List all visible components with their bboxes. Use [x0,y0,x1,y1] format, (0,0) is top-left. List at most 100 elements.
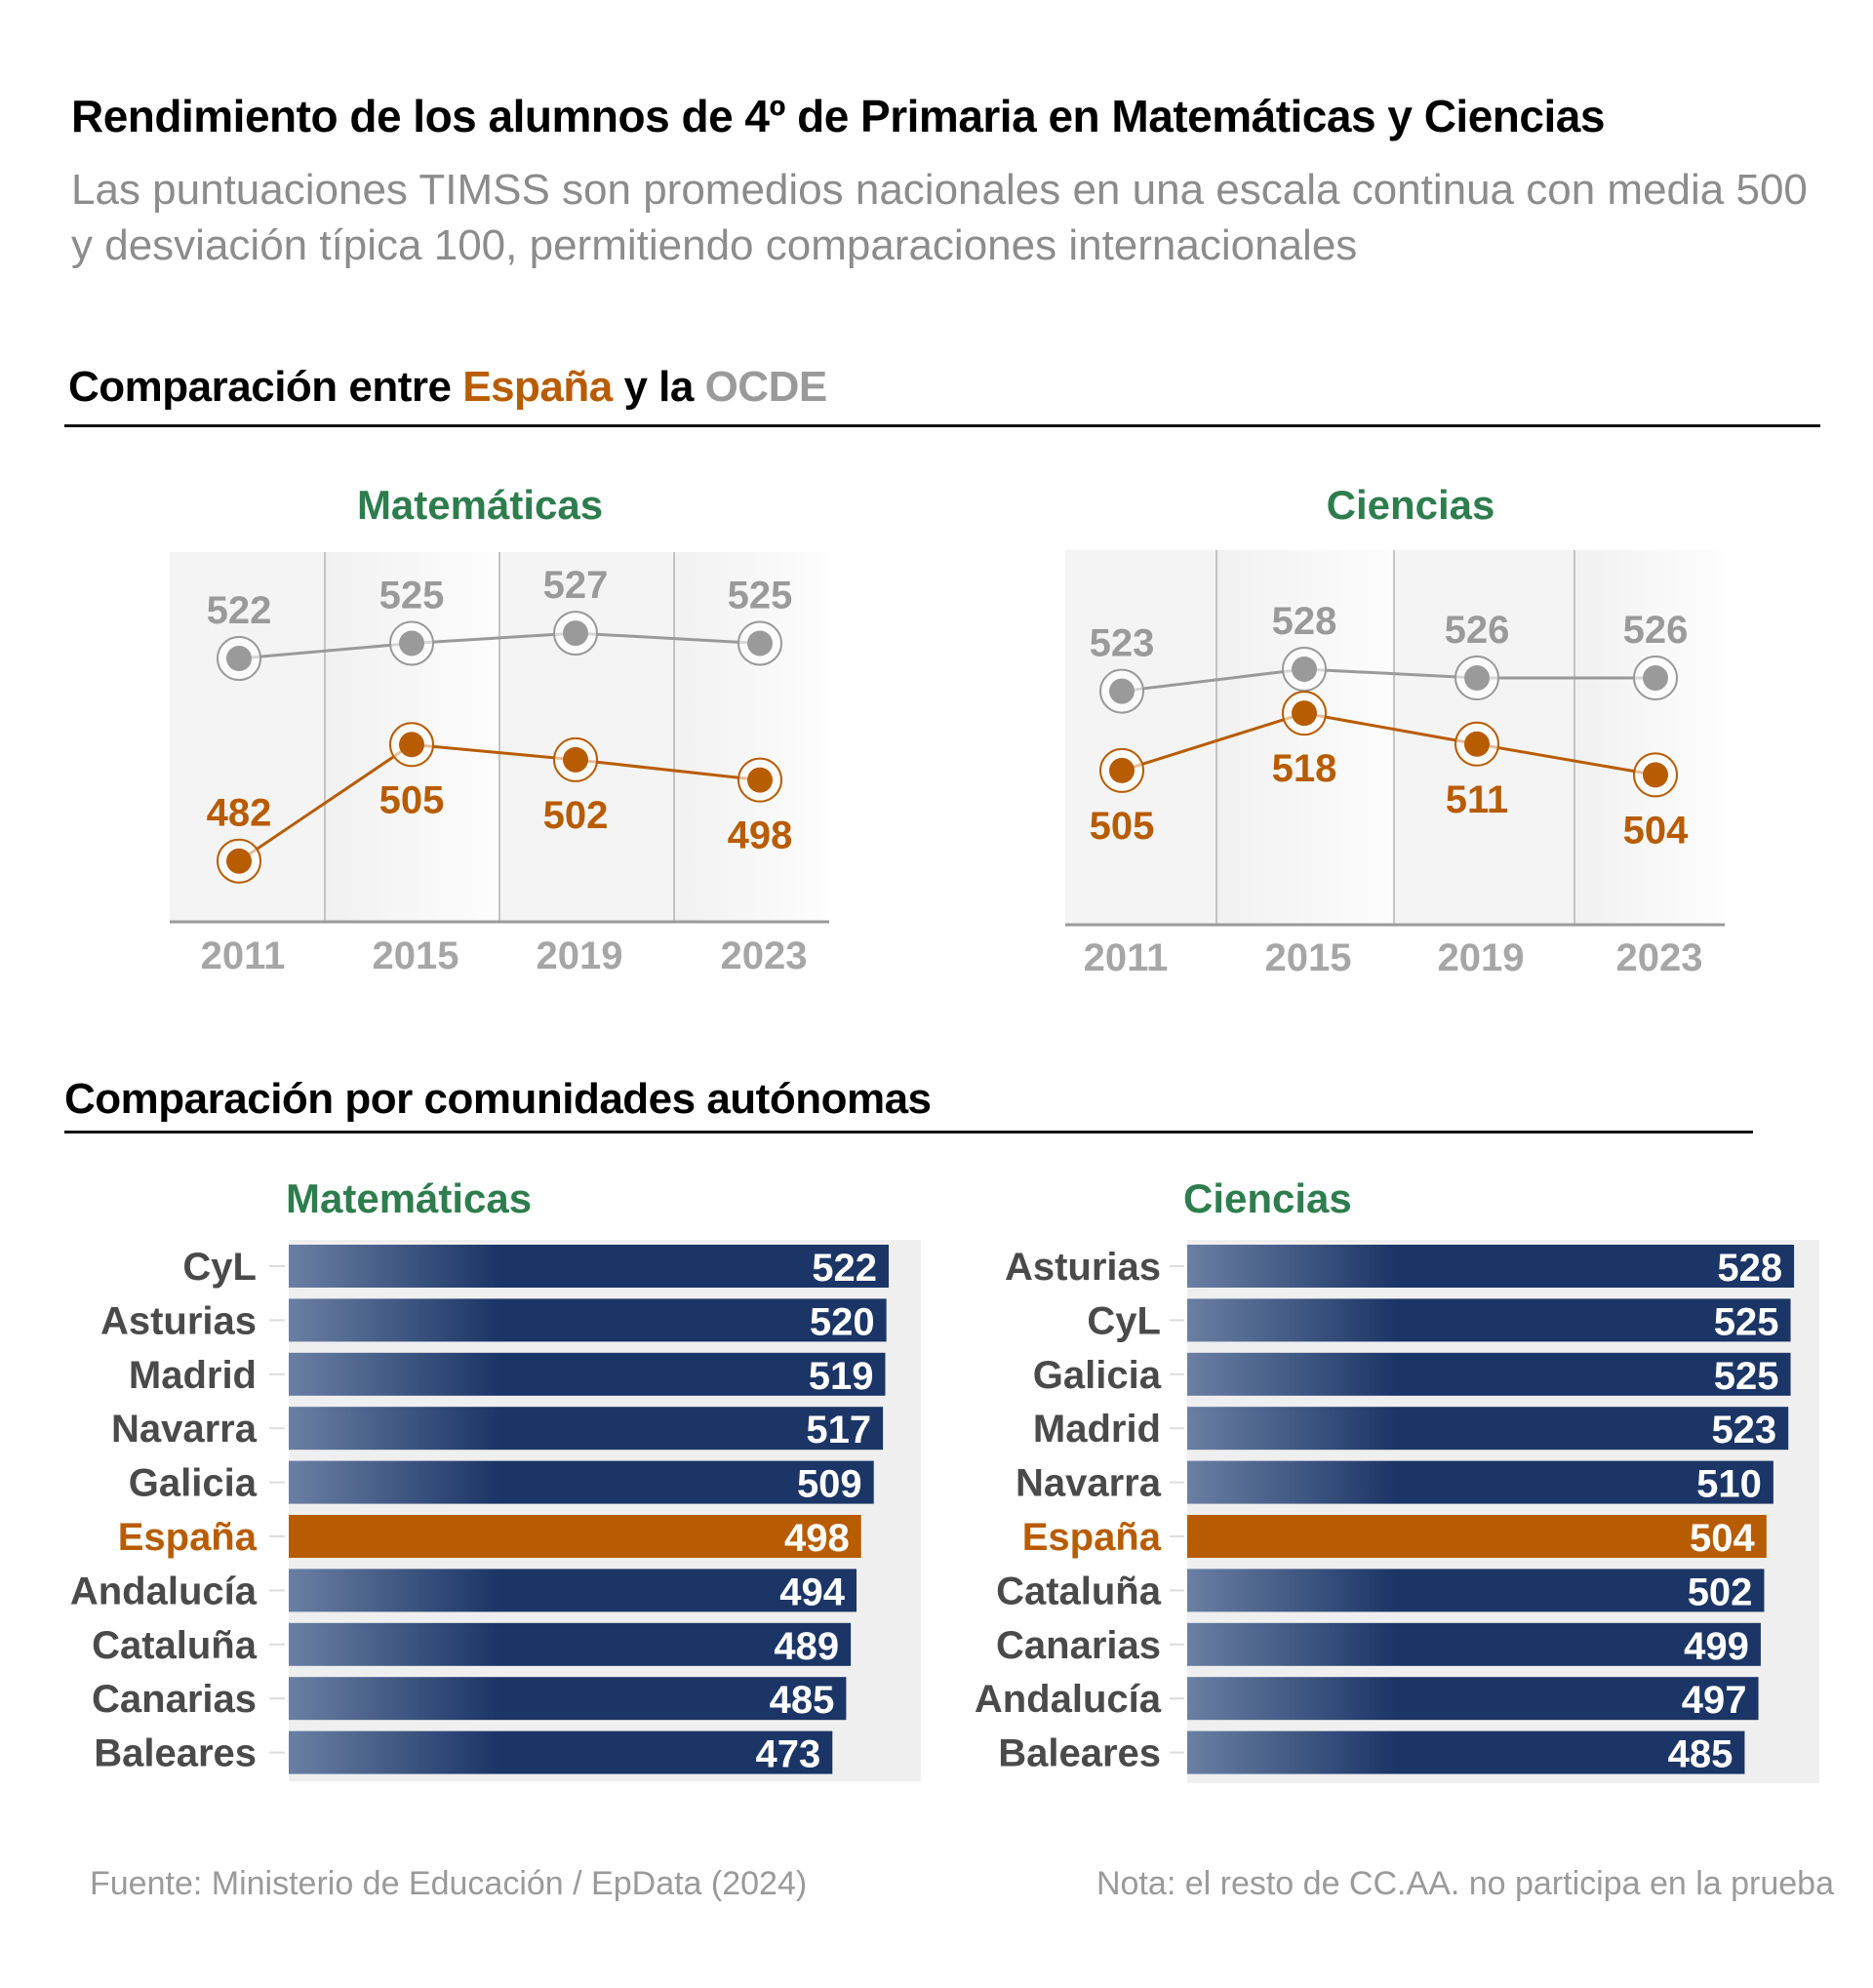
footnote: Nota: el resto de CC.AA. no participa en… [1096,1865,1834,1902]
line-oecd-math [238,631,761,660]
data-label: 522 [207,589,272,632]
bar-chart-title-science: Ciencias [1183,1175,1352,1221]
data-point [226,646,252,672]
bar-value-label: 523 [1711,1409,1776,1451]
section-heading-regions: Comparación por comunidades autónomas [64,1075,932,1123]
bar-value-label: 528 [1717,1247,1782,1290]
data-label: 505 [379,778,445,821]
bar [1187,1298,1791,1342]
heading-prefix: Comparación entre [68,363,463,411]
data-point [1464,665,1490,692]
bar-value-label: 498 [784,1517,850,1560]
plot-column-bg [1065,550,1216,925]
bar-spain [289,1515,861,1558]
category-label: CyL [1087,1299,1161,1342]
bar [1187,1352,1791,1396]
bar [289,1352,886,1396]
category-label: Andalucía [975,1678,1162,1721]
bar [289,1298,887,1342]
category-label: CyL [182,1246,257,1289]
line-spain-math [238,742,761,862]
line-spain-science [1121,711,1656,776]
data-point [1643,665,1668,692]
bar [1187,1677,1759,1721]
category-label: Asturias [1005,1246,1161,1289]
data-label: 502 [543,794,609,837]
bar-value-label: 485 [770,1679,835,1722]
line-chart-title-science: Ciencias [1326,482,1495,528]
bar-value-label: 499 [1684,1625,1749,1668]
line-chart-title-math: Matemáticas [356,482,604,528]
category-label: Cataluña [996,1570,1162,1612]
bar-value-label: 519 [809,1355,874,1398]
category-label: Navarra [111,1408,258,1451]
x-tick-label: 2011 [1084,936,1169,979]
bar [289,1460,874,1504]
x-tick-label: 2023 [721,934,808,977]
bar-value-label: 473 [756,1733,821,1776]
bar-chart-title-math: Matemáticas [286,1175,533,1221]
category-label: Galicia [1033,1354,1162,1397]
heading-spain: España [462,363,613,411]
data-point [1292,700,1317,727]
data-label: 523 [1090,622,1155,665]
x-tick-label: 2015 [373,934,459,977]
data-point [226,848,252,874]
bar-value-label: 510 [1696,1463,1762,1506]
data-label: 482 [207,792,272,835]
source-note: Fuente: Ministerio de Educación / EpData… [90,1865,808,1902]
bar [289,1622,852,1666]
data-label: 525 [728,574,793,616]
bar [1187,1407,1789,1451]
section-divider [64,424,1820,427]
category-label: Galicia [129,1462,258,1505]
x-tick-label: 2019 [1438,936,1525,979]
category-label: Andalucía [70,1570,258,1612]
bar-value-label: 525 [1714,1355,1779,1398]
bar [1187,1245,1795,1288]
bar-value-label: 497 [1682,1679,1747,1722]
section-divider [64,1131,1753,1133]
plot-column-bg [1216,550,1394,925]
bar [289,1569,857,1612]
data-point [563,620,588,647]
heading-middle: y la [612,363,705,411]
x-tick-label: 2019 [537,934,623,977]
data-point [399,732,424,758]
data-point [747,630,773,656]
bar-value-label: 504 [1690,1517,1755,1560]
category-label: España [1022,1516,1162,1559]
bar-value-label: 494 [779,1571,845,1613]
data-label: 527 [543,564,609,607]
data-point [399,630,424,656]
bar [1187,1569,1765,1612]
x-tick-label: 2011 [201,934,286,977]
category-label: Canarias [92,1678,257,1721]
heading-oecd: OCDE [704,363,828,411]
bar-value-label: 525 [1714,1300,1779,1343]
bar-value-label: 489 [774,1625,839,1668]
data-point [747,767,773,793]
bar [1187,1730,1745,1774]
category-label: Navarra [1016,1462,1162,1505]
category-label: Baleares [998,1732,1161,1775]
bar [1187,1460,1773,1504]
data-point [1292,656,1317,682]
data-point [1109,678,1135,704]
bar-value-label: 517 [806,1409,871,1451]
category-label: Cataluña [92,1624,258,1667]
data-label: 525 [379,574,445,616]
plot-column-bg [674,552,825,922]
plot-column-bg [499,552,674,922]
bar-value-label: 509 [797,1463,862,1506]
bar-value-label: 502 [1688,1571,1753,1613]
bar-value-label: 522 [812,1247,877,1290]
data-label: 526 [1623,609,1689,652]
page-subtitle: Las puntuaciones TIMSS son promedios nac… [71,166,1808,269]
data-point [1109,757,1135,783]
bar-spain [1187,1515,1767,1558]
bar-value-label: 520 [810,1300,875,1343]
data-label: 518 [1272,747,1337,790]
data-label: 498 [728,815,793,857]
